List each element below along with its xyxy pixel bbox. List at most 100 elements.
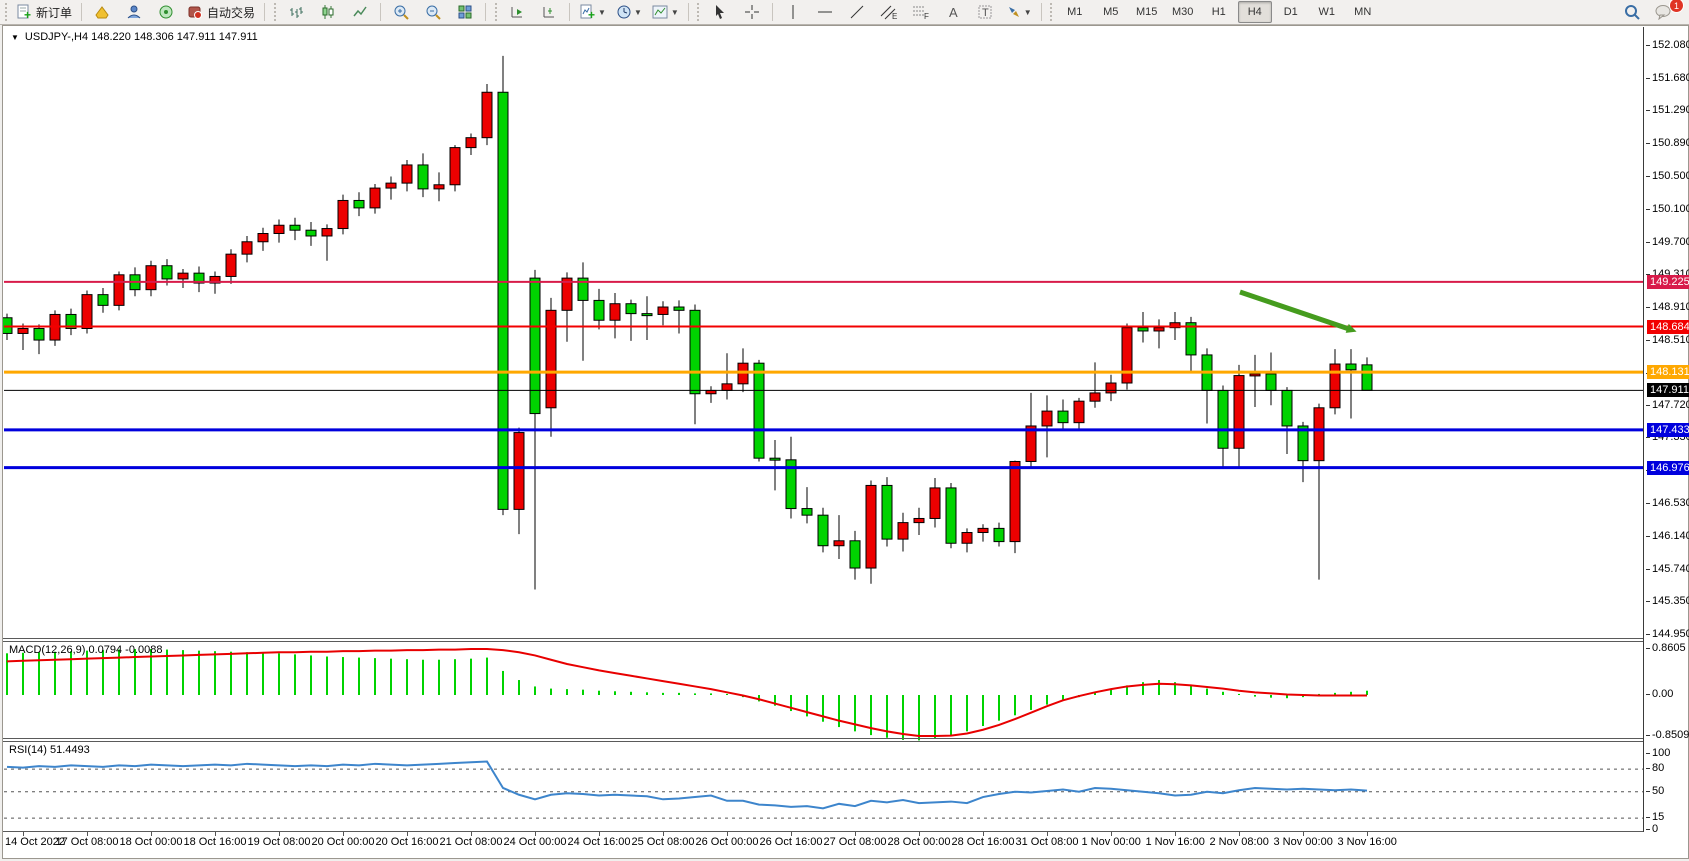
price-badge-148.684: 148.684 [1647, 319, 1689, 334]
date-label: 24 Oct 16:00 [567, 836, 631, 848]
signal-icon [159, 5, 173, 19]
toolbar-grip[interactable] [3, 3, 8, 21]
panel-border[interactable] [3, 741, 1644, 742]
chat-button[interactable]: 1 [1649, 0, 1684, 23]
text-tool-button[interactable]: A [938, 1, 968, 23]
svg-text:A: A [949, 5, 958, 20]
dropdown-arrow-icon: ▼ [598, 7, 606, 17]
timeframe-button-m30[interactable]: M30 [1172, 6, 1194, 18]
trend-arrow-head [1345, 323, 1357, 333]
indicators-button[interactable]: + ▼ [575, 1, 610, 23]
timeframe-button-m5[interactable]: M5 [1103, 6, 1119, 18]
date-label: 17 Oct 08:00 [55, 836, 119, 848]
panel-border [3, 831, 1644, 832]
vertical-line-tool-button[interactable] [778, 1, 808, 23]
template-icon [652, 5, 668, 19]
auto-scroll-button[interactable] [502, 1, 532, 23]
date-label: 28 Oct 16:00 [951, 836, 1015, 848]
time-tick [1303, 832, 1304, 836]
chart-shift-button[interactable] [534, 1, 564, 23]
text-label-tool-button[interactable]: T [970, 1, 1000, 23]
expert-advisor-icon [127, 5, 141, 19]
date-label: 1 Nov 00:00 [1081, 836, 1141, 848]
equidistant-channel-tool-button[interactable]: E [874, 1, 904, 23]
panel-border[interactable] [3, 641, 1644, 642]
panel-border [3, 738, 1644, 739]
rsi-line [6, 760, 1368, 810]
macd-indicator-label: MACD(12,26,9) 0.0794 -0.0088 [9, 644, 163, 656]
indicators-icon: + [580, 4, 595, 20]
time-tick [919, 832, 920, 836]
price-badge-146.976: 146.976 [1647, 460, 1689, 475]
fibonacci-tool-button[interactable]: F [906, 1, 936, 23]
timeframe-button-h4[interactable]: H4 [1237, 1, 1272, 23]
arrows-icon [1008, 7, 1019, 17]
price-tick: 151.680 [1646, 72, 1689, 84]
timeframe-button-h1[interactable]: H1 [1211, 6, 1226, 18]
search-button[interactable] [1617, 1, 1647, 23]
date-label: 1 Nov 16:00 [1145, 836, 1205, 848]
price-badge-147.433: 147.433 [1647, 422, 1689, 437]
one-click-trading-toggle-icon[interactable]: ▼ [11, 33, 19, 42]
crosshair-tool-button[interactable] [737, 1, 767, 23]
date-label: 3 Nov 00:00 [1273, 836, 1333, 848]
timeframe-button-d1[interactable]: D1 [1283, 6, 1298, 18]
date-label: 19 Oct 08:00 [247, 836, 311, 848]
timeframe-button-mn[interactable]: MN [1354, 6, 1372, 18]
panel-border [3, 638, 1644, 639]
price-tick: 145.740 [1646, 563, 1689, 575]
new-order-button[interactable]: + 新订单 [12, 1, 76, 23]
autotrading-button[interactable]: 自动交易 [183, 1, 259, 23]
timeframe-button-w1[interactable]: W1 [1318, 6, 1335, 18]
time-tick [87, 832, 88, 836]
arrows-tool-button[interactable]: ▼ [1002, 1, 1036, 23]
date-label: 26 Oct 16:00 [759, 836, 823, 848]
price-tick: 150.500 [1646, 170, 1689, 182]
text-icon: A [949, 5, 958, 20]
timeframe-button-m1[interactable]: M1 [1067, 6, 1083, 18]
date-label: 14 Oct 2022 [5, 836, 65, 848]
bar-chart-button[interactable] [281, 1, 311, 23]
price-tick: 146.140 [1646, 530, 1689, 542]
time-tick [1111, 832, 1112, 836]
chart-window: ▼ USDJPY-,H4 148.220 148.306 147.911 147.… [2, 25, 1689, 859]
periods-button[interactable]: ▼ [612, 1, 646, 23]
timeframe-button-m15[interactable]: M15 [1136, 6, 1158, 18]
line-chart-button[interactable] [345, 1, 375, 23]
templates-button[interactable]: ▼ [648, 1, 683, 23]
horizontal-line-tool-button[interactable] [810, 1, 840, 23]
svg-text:T: T [982, 7, 989, 19]
search-icon [1625, 4, 1640, 20]
signals-button[interactable] [151, 1, 181, 23]
autotrading-icon [188, 6, 203, 19]
toolbar-grip[interactable] [272, 3, 278, 21]
toolbar-grip[interactable] [493, 3, 499, 21]
toolbar-grip[interactable] [1048, 3, 1054, 21]
zoom-out-button[interactable] [418, 1, 448, 23]
time-axis[interactable]: 14 Oct 2022 17 Oct 08:00 18 Oct 00:00 18 Oc… [3, 832, 1644, 856]
chart-plot[interactable] [3, 26, 1688, 858]
bar-chart-icon [290, 7, 304, 18]
time-tick [23, 832, 24, 836]
expert-advisors-button[interactable] [119, 1, 149, 23]
price-tick: 147.720 [1646, 399, 1689, 411]
metaeditor-button[interactable] [87, 1, 117, 23]
time-tick [1367, 832, 1368, 836]
price-axis-border [1643, 27, 1644, 832]
cursor-tool-button[interactable] [705, 1, 735, 23]
new-order-label: 新订单 [36, 5, 73, 20]
zoom-out-icon [426, 5, 441, 20]
zoom-in-button[interactable] [386, 1, 416, 23]
toolbar: + 新订单 自动交易 [0, 0, 1689, 25]
chart-shift-icon [543, 7, 555, 18]
time-tick [471, 832, 472, 836]
rsi-tick: 80 [1646, 762, 1664, 774]
candlestick-chart-button[interactable] [313, 1, 343, 23]
tile-windows-button[interactable] [450, 1, 480, 23]
new-order-icon: + [17, 4, 31, 20]
time-tick [535, 832, 536, 836]
rsi-indicator-label: RSI(14) 51.4493 [9, 744, 90, 756]
trendline-tool-button[interactable] [842, 1, 872, 23]
toolbar-grip[interactable] [695, 3, 701, 21]
price-tick: 148.910 [1646, 301, 1689, 313]
